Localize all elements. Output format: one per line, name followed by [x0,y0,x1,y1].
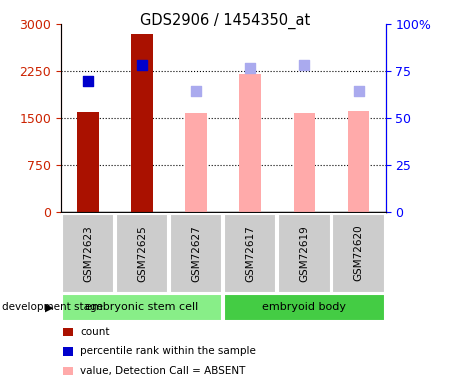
Text: GSM72619: GSM72619 [299,225,309,282]
Bar [77,112,99,212]
Text: count: count [80,327,110,337]
Point [84,78,92,84]
Text: ▶: ▶ [46,303,54,312]
Text: percentile rank within the sample: percentile rank within the sample [80,346,256,356]
Point [247,65,254,71]
Text: GSM72627: GSM72627 [191,225,201,282]
Bar [239,74,261,212]
Bar [185,112,207,212]
Point [193,88,200,94]
Text: embryoid body: embryoid body [262,303,346,312]
Text: GSM72625: GSM72625 [137,225,147,282]
Point [138,62,146,68]
Text: value, Detection Call = ABSENT: value, Detection Call = ABSENT [80,366,246,375]
Point [355,88,362,94]
Text: embryonic stem cell: embryonic stem cell [85,303,199,312]
Text: GSM72617: GSM72617 [245,225,255,282]
Bar [294,112,315,212]
Point [301,62,308,68]
Text: GSM72623: GSM72623 [83,225,93,282]
Bar [348,111,369,212]
Text: GDS2906 / 1454350_at: GDS2906 / 1454350_at [140,13,311,29]
Text: GSM72620: GSM72620 [354,225,364,281]
Bar [131,34,153,212]
Text: development stage: development stage [2,303,103,312]
